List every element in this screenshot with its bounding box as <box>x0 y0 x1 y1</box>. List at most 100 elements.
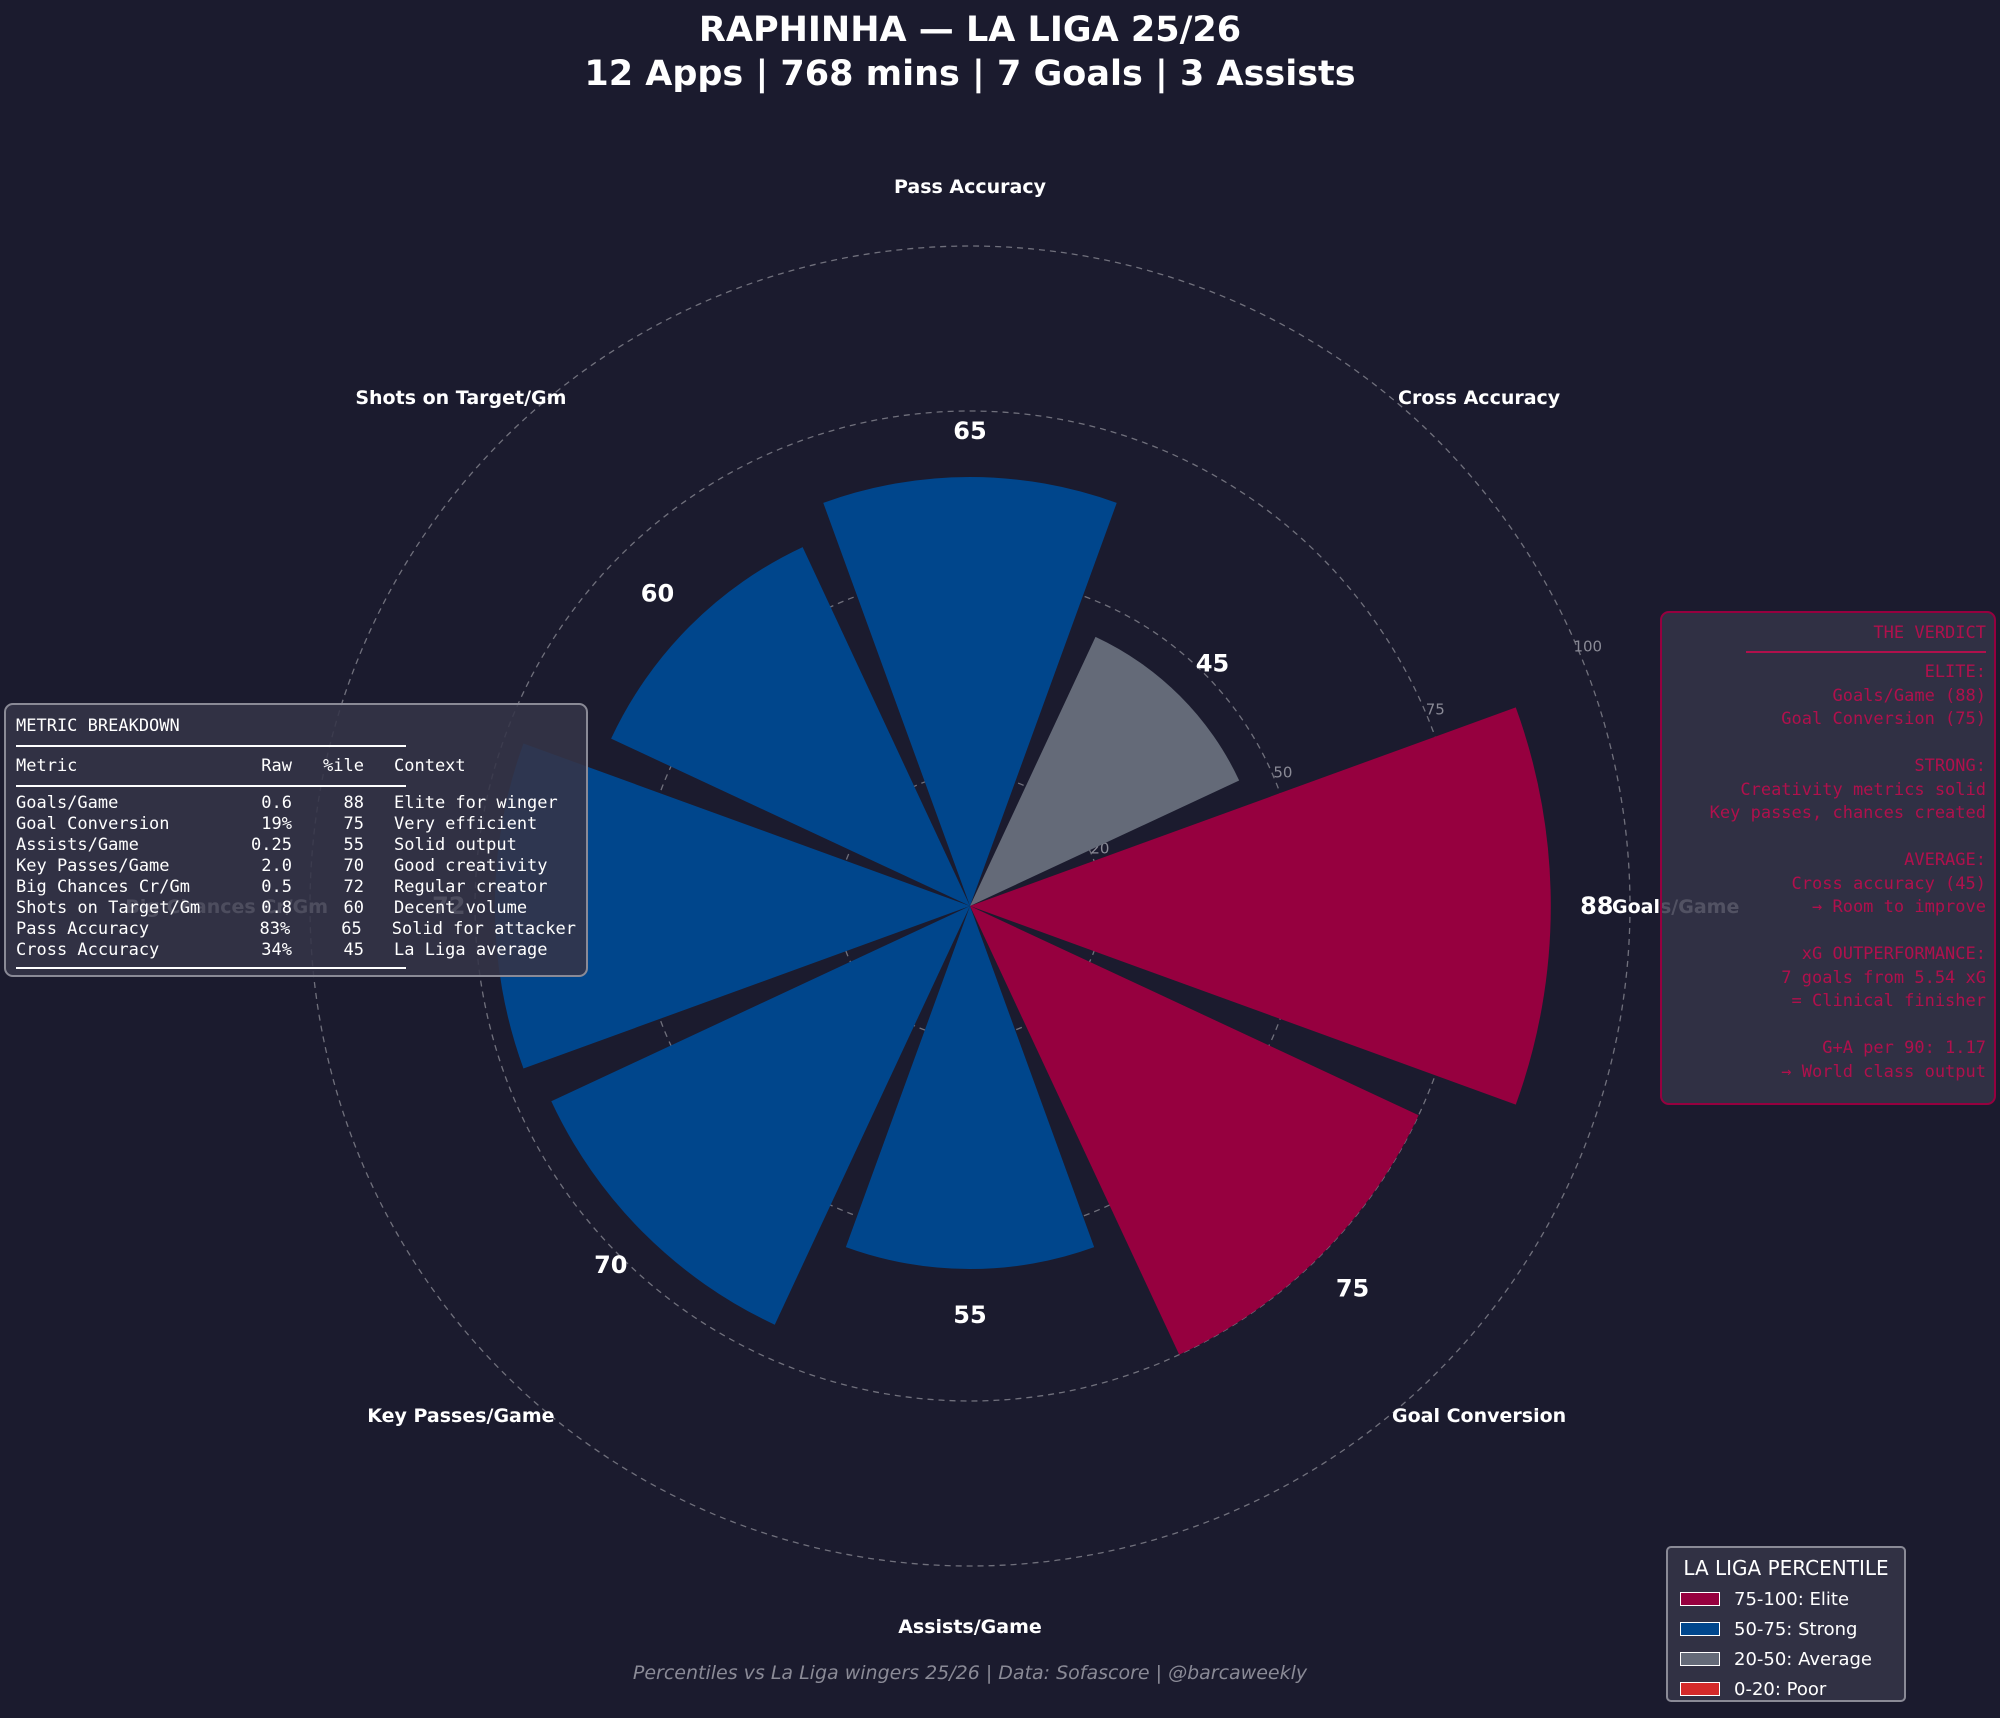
legend-item-average: 20-50: Average <box>1680 1644 1892 1674</box>
axis-label: Cross Accuracy <box>1398 387 1561 409</box>
legend-swatch <box>1680 1592 1720 1606</box>
axis-label: Shots on Target/Gm <box>355 387 566 409</box>
legend-label: 50-75: Strong <box>1734 1618 1858 1640</box>
row-context: Very efficient <box>394 814 538 834</box>
legend-label: 75-100: Elite <box>1734 1588 1850 1610</box>
title-line-2: 12 Apps | 768 mins | 7 Goals | 3 Assists <box>584 54 1356 94</box>
row-percentile: 60 <box>343 898 364 918</box>
title-line-1: RAPHINHA — LA LIGA 25/26 <box>698 10 1242 50</box>
breakdown-row: Shots on Target/Gm 0.8 60 Decent volume <box>16 898 576 919</box>
value-label: 88 <box>1580 892 1613 920</box>
value-label: 60 <box>641 579 674 607</box>
verdict-line: Goals/Game (88) <box>1832 685 1986 706</box>
legend-item-elite: 75-100: Elite <box>1680 1584 1892 1614</box>
bar-cross-accuracy <box>970 636 1240 906</box>
legend-label: 0-20: Poor <box>1734 1678 1827 1700</box>
bar-goals-game <box>970 707 1551 1105</box>
row-metric: Assists/Game <box>16 835 139 855</box>
verdict-line <box>1670 920 1986 944</box>
row-raw: 34% <box>261 940 292 960</box>
verdict-divider <box>1746 651 1986 653</box>
breakdown-row: Goals/Game 0.6 88 Elite for winger <box>16 793 576 814</box>
value-label: 55 <box>953 1301 986 1329</box>
legend-item-strong: 50-75: Strong <box>1680 1614 1892 1644</box>
row-context: Good creativity <box>394 856 548 876</box>
verdict-line: → Room to improve <box>1812 897 1986 917</box>
legend-swatch <box>1680 1682 1720 1696</box>
verdict-line: STRONG: <box>1914 756 1986 776</box>
legend-swatch <box>1680 1622 1720 1636</box>
verdict-line: Key passes, chances created <box>1709 803 1986 823</box>
verdict-title: THE VERDICT <box>1873 623 1986 643</box>
verdict-line <box>1670 1014 1986 1038</box>
breakdown-header-row: Metric Raw %ile Context <box>16 753 576 779</box>
breakdown-row: Key Passes/Game 2.0 70 Good creativity <box>16 856 576 877</box>
row-context: Elite for winger <box>394 793 558 813</box>
verdict-line: = Clinical finisher <box>1791 991 1986 1011</box>
breakdown-title: METRIC BREAKDOWN <box>16 716 180 736</box>
row-context: Solid output <box>394 835 517 855</box>
breakdown-divider <box>16 745 406 747</box>
verdict-line: ELITE: <box>1924 662 1986 682</box>
row-raw: 19% <box>261 814 292 834</box>
bars <box>494 477 1551 1355</box>
row-context: Decent volume <box>394 898 528 918</box>
axis-label: Key Passes/Game <box>367 1405 554 1427</box>
row-metric: Key Passes/Game <box>16 856 170 876</box>
row-metric: Goal Conversion <box>16 814 170 834</box>
value-label: 65 <box>953 417 986 445</box>
row-context: Regular creator <box>394 877 548 897</box>
bar-key-passes-game <box>551 906 970 1325</box>
row-percentile: 70 <box>343 856 364 876</box>
row-percentile: 65 <box>341 919 362 939</box>
verdict-line: xG OUTPERFORMANCE: <box>1801 944 1986 964</box>
chart-title: RAPHINHA — LA LIGA 25/26 12 Apps | 768 m… <box>0 8 1940 96</box>
row-raw: 0.25 <box>251 835 292 855</box>
value-label: 70 <box>594 1251 627 1279</box>
row-raw: 0.6 <box>261 793 292 813</box>
breakdown-row: Goal Conversion 19% 75 Very efficient <box>16 814 576 835</box>
metric-breakdown-panel: METRIC BREAKDOWN Metric Raw %ile Context… <box>4 703 588 977</box>
row-metric: Pass Accuracy <box>16 919 150 939</box>
verdict-panel: THE VERDICT ELITE: Goals/Game (88) Goal … <box>1660 611 1996 1105</box>
axis-label: Assists/Game <box>898 1616 1042 1638</box>
breakdown-header-metric: Metric <box>16 756 78 776</box>
value-label: 75 <box>1336 1275 1369 1303</box>
breakdown-row: Cross Accuracy 34% 45 La Liga average <box>16 940 576 961</box>
legend: LA LIGA PERCENTILE 75-100: Elite 50-75: … <box>1666 1546 1906 1702</box>
legend-title: LA LIGA PERCENTILE <box>1683 1556 1889 1580</box>
row-percentile: 55 <box>343 835 364 855</box>
breakdown-row: Assists/Game 0.25 55 Solid output <box>16 835 576 856</box>
verdict-line: Creativity metrics solid <box>1740 779 1986 800</box>
bar-assists-game <box>845 906 1095 1269</box>
row-raw: 83% <box>259 919 291 939</box>
legend-label: 20-50: Average <box>1734 1648 1873 1670</box>
verdict-line: G+A per 90: 1.17 <box>1822 1038 1986 1058</box>
bar-goal-conversion <box>970 906 1419 1355</box>
breakdown-header-context: Context <box>394 756 466 776</box>
verdict-line: Cross accuracy (45) <box>1791 873 1986 894</box>
ring-tick-label: 50 <box>1273 764 1292 782</box>
row-metric: Cross Accuracy <box>16 940 160 960</box>
breakdown-row: Pass Accuracy 83% 65 Solid for attacker <box>16 919 576 940</box>
breakdown-header-percentile: %ile <box>323 756 364 776</box>
verdict-line: 7 goals from 5.54 xG <box>1781 967 1986 988</box>
verdict-line: Goal Conversion (75) <box>1781 709 1986 729</box>
verdict-line: AVERAGE: <box>1904 850 1986 870</box>
row-metric: Big Chances Cr/Gm <box>16 877 190 897</box>
row-percentile: 75 <box>343 814 364 834</box>
bar-shots-on-target-gm <box>611 547 970 906</box>
row-percentile: 45 <box>343 940 364 960</box>
row-context: La Liga average <box>394 940 548 960</box>
verdict-line: → World class output <box>1781 1061 1986 1082</box>
row-metric: Shots on Target/Gm <box>16 898 201 918</box>
verdict-line <box>1670 732 1986 756</box>
legend-swatch <box>1680 1652 1720 1666</box>
breakdown-divider <box>16 785 406 787</box>
axis-label: Goal Conversion <box>1392 1405 1566 1427</box>
verdict-line <box>1670 826 1986 850</box>
row-raw: 0.8 <box>261 898 292 918</box>
ring-tick-label: 75 <box>1426 701 1445 719</box>
ring-tick-label: 100 <box>1573 637 1602 655</box>
